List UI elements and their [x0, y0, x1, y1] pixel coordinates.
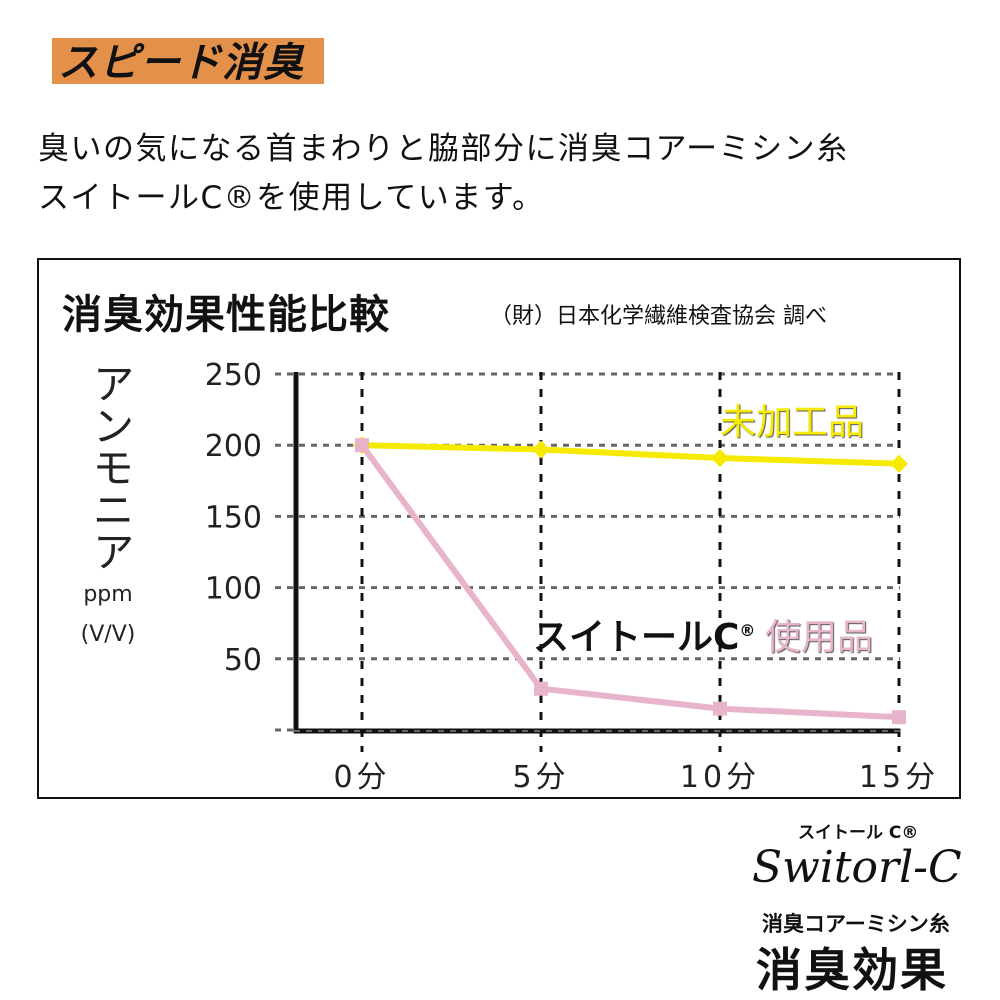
- y-tick-label: 50: [224, 643, 262, 678]
- x-tick-label: 5分: [512, 760, 569, 795]
- legend-treated: 使用品: [765, 617, 874, 658]
- y-tick-label: 250: [205, 358, 262, 393]
- intro-line-1: 臭いの気になる首まわりと脇部分に消臭コアーミシン糸: [38, 131, 849, 167]
- data-point-diamond: [890, 454, 908, 473]
- y-tick-label: 200: [205, 429, 262, 464]
- data-point-square: [892, 710, 906, 725]
- legend-untreated: 未加工品: [720, 402, 865, 443]
- logo-kana: スイトール C®: [798, 823, 919, 843]
- y-tick-label: 100: [205, 572, 262, 607]
- x-tick-label: 0分: [333, 760, 390, 795]
- logo-subtitle: 消臭コアーミシン糸: [762, 912, 950, 936]
- chart-source: （財）日本化学繊維検査協会 調べ: [490, 304, 827, 329]
- legend-brand-mark: ®: [739, 621, 756, 640]
- y-axis-unit-2: (V/V): [80, 622, 136, 647]
- series-line-1: [359, 443, 900, 721]
- x-tick-label: 15分: [859, 760, 939, 795]
- series-line-0: [361, 442, 900, 467]
- data-point-diamond: [711, 449, 729, 468]
- section-title: スピード消臭: [58, 40, 304, 86]
- legend-brand-name: スイトールC: [533, 617, 740, 658]
- legend-brand: スイトールC®: [533, 608, 755, 660]
- logo-main-text: 消臭効果: [756, 943, 948, 997]
- title-badge-background: [52, 38, 324, 84]
- logo-script: Switorl-C: [752, 842, 962, 893]
- chart-frame: [37, 258, 961, 799]
- y-axis-unit: ppm: [83, 582, 133, 607]
- data-point-diamond: [532, 440, 550, 459]
- y-axis-label: アンモニア: [86, 362, 135, 572]
- x-tick-label: 10分: [680, 760, 760, 795]
- data-point-square: [355, 438, 369, 453]
- intro-line-2: スイトールC®を使用しています。: [38, 180, 545, 216]
- chart-title: 消臭効果性能比較: [62, 292, 390, 338]
- y-tick-label: 150: [205, 500, 262, 535]
- data-point-square: [534, 681, 548, 696]
- data-point-square: [713, 701, 727, 716]
